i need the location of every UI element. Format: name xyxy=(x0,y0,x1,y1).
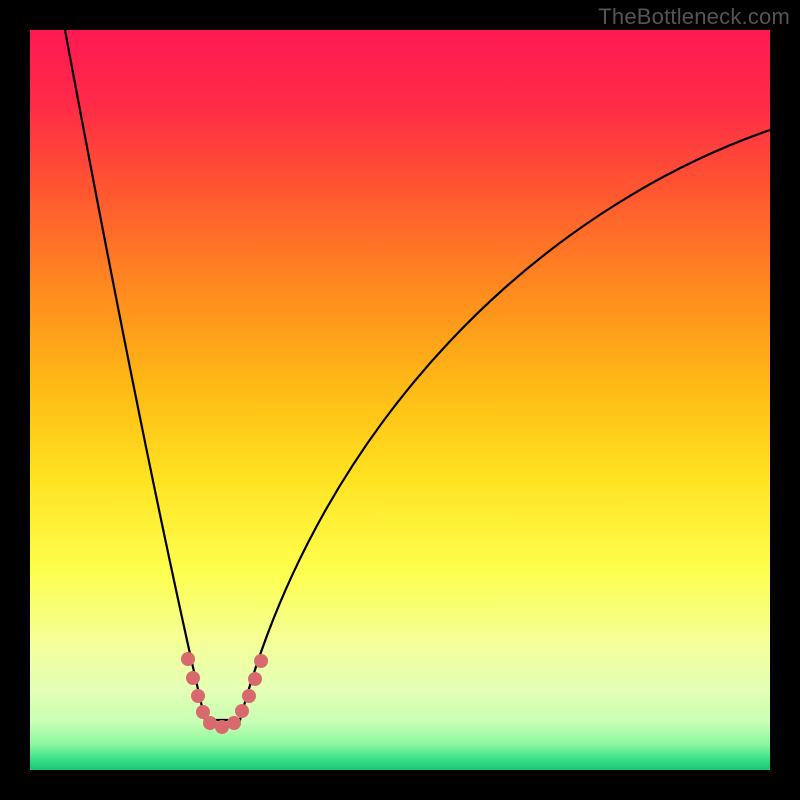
watermark-text: TheBottleneck.com xyxy=(598,4,790,30)
bottleneck-chart xyxy=(0,0,800,800)
highlight-dot xyxy=(181,652,195,666)
chart-stage: TheBottleneck.com xyxy=(0,0,800,800)
highlight-dot xyxy=(254,654,268,668)
highlight-dot xyxy=(235,704,249,718)
highlight-dot xyxy=(242,689,256,703)
highlight-dot xyxy=(227,716,241,730)
highlight-dot xyxy=(191,689,205,703)
highlight-dot xyxy=(186,671,200,685)
highlight-dot xyxy=(248,672,262,686)
highlight-dot xyxy=(215,720,229,734)
highlight-dot xyxy=(203,716,217,730)
